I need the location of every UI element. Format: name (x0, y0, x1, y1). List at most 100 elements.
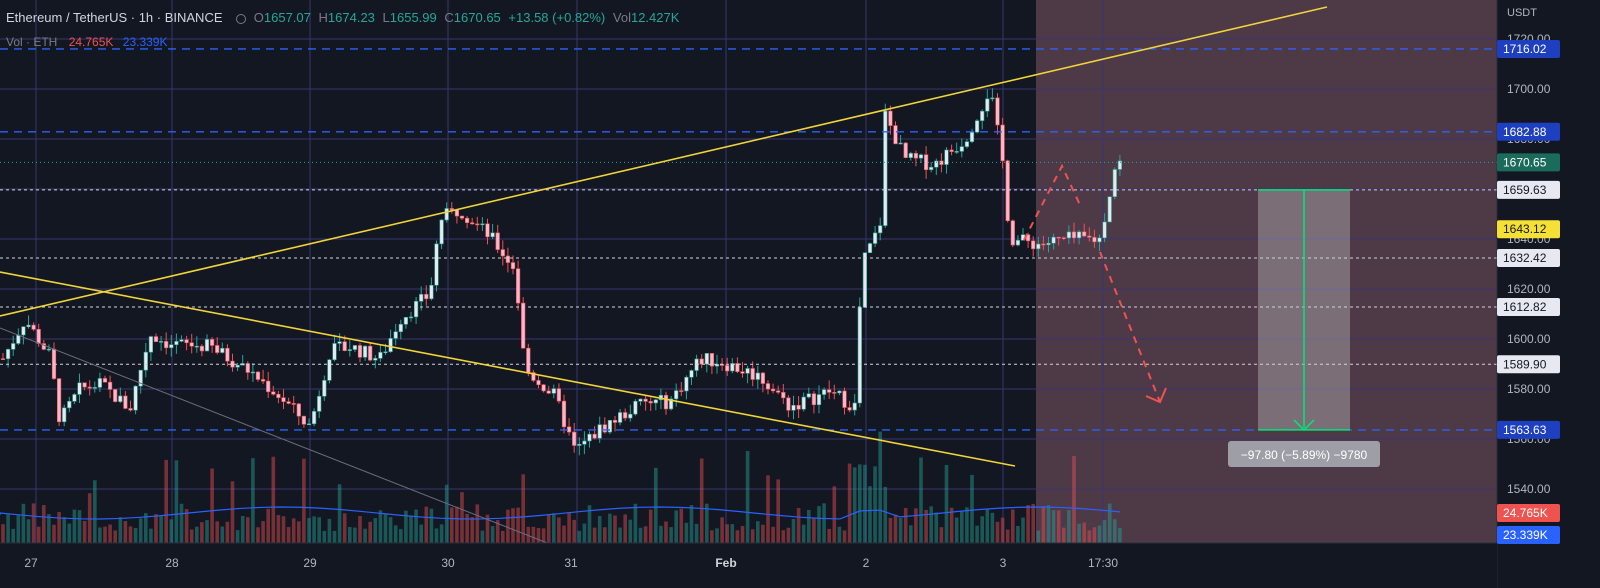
candle-body[interactable] (878, 225, 883, 234)
projection-path-up[interactable] (1023, 163, 1081, 241)
candle-body[interactable] (791, 405, 796, 411)
candle-body[interactable] (296, 403, 301, 417)
candle-body[interactable] (827, 389, 832, 393)
candle-body[interactable] (903, 142, 908, 158)
candle-body[interactable] (1087, 235, 1092, 238)
candle-body[interactable] (709, 353, 714, 367)
candle-body[interactable] (123, 395, 128, 409)
candle-body[interactable] (898, 142, 903, 145)
candle-body[interactable] (990, 97, 995, 100)
price-tag[interactable] (1497, 526, 1560, 544)
candle-body[interactable] (67, 401, 72, 409)
candle-body[interactable] (368, 345, 373, 361)
candle-body[interactable] (408, 316, 414, 319)
candle-body[interactable] (347, 349, 352, 351)
candle-body[interactable] (811, 393, 816, 406)
candle-body[interactable] (444, 208, 449, 221)
candle-body[interactable] (760, 372, 765, 384)
candle-body[interactable] (113, 389, 118, 402)
candle-body[interactable] (179, 339, 184, 342)
candle-body[interactable] (510, 262, 516, 270)
candle-body[interactable] (949, 149, 954, 152)
candle-body[interactable] (536, 380, 541, 386)
candle-body[interactable] (281, 397, 286, 402)
candle-body[interactable] (842, 390, 847, 408)
candle-body[interactable] (393, 331, 398, 339)
candle-body[interactable] (806, 393, 811, 398)
candle-body[interactable] (459, 215, 465, 219)
candle-body[interactable] (857, 307, 862, 404)
candle-body[interactable] (46, 348, 51, 351)
candle-body[interactable] (439, 219, 444, 245)
candle-body[interactable] (526, 347, 531, 373)
candle-body[interactable] (322, 380, 327, 397)
candle-body[interactable] (352, 345, 358, 350)
candle-body[interactable] (342, 341, 347, 351)
candle-body[interactable] (1092, 237, 1097, 243)
candle-body[interactable] (102, 378, 108, 383)
candle-body[interactable] (770, 388, 776, 392)
candle-body[interactable] (653, 399, 658, 404)
candle-body[interactable] (893, 125, 898, 145)
candle-body[interactable] (612, 419, 618, 423)
candle-body[interactable] (199, 345, 205, 352)
candle-body[interactable] (638, 398, 643, 402)
candle-body[interactable] (434, 243, 439, 286)
candle-body[interactable] (551, 388, 556, 394)
candle-body[interactable] (449, 208, 454, 211)
price-tag[interactable] (1497, 420, 1560, 439)
candle-body[interactable] (704, 353, 709, 365)
price-tag[interactable] (1497, 122, 1560, 141)
candle-body[interactable] (413, 300, 419, 318)
candle-body[interactable] (475, 223, 480, 226)
candle-body[interactable] (740, 371, 745, 374)
candle-body[interactable] (985, 98, 990, 112)
candle-body[interactable] (684, 376, 689, 392)
candle-body[interactable] (286, 401, 291, 404)
candle-body[interactable] (765, 383, 771, 390)
visibility-dot-icon[interactable] (236, 13, 247, 24)
candle-body[interactable] (429, 284, 434, 300)
candle-body[interactable] (225, 347, 230, 362)
candle-body[interactable] (786, 397, 791, 411)
candle-body[interactable] (572, 431, 577, 446)
candle-body[interactable] (730, 363, 735, 372)
candle-body[interactable] (184, 339, 189, 344)
candle-body[interactable] (689, 370, 694, 378)
candle-body[interactable] (378, 352, 383, 359)
candle-body[interactable] (908, 153, 913, 158)
candle-body[interactable] (934, 160, 939, 168)
candle-body[interactable] (755, 372, 760, 380)
price-tag[interactable] (1497, 220, 1560, 239)
price-tag[interactable] (1497, 180, 1560, 199)
candle-body[interactable] (995, 97, 1000, 126)
candle-body[interactable] (556, 388, 561, 402)
candle-body[interactable] (424, 294, 429, 300)
candle-body[interactable] (72, 394, 77, 402)
candle-body[interactable] (398, 323, 403, 333)
candle-body[interactable] (1061, 237, 1066, 239)
candle-body[interactable] (1066, 231, 1071, 239)
candle-body[interactable] (883, 110, 888, 226)
candle-body[interactable] (959, 146, 964, 152)
candle-body[interactable] (153, 336, 159, 343)
candle-body[interactable] (388, 338, 393, 353)
candle-body[interactable] (954, 151, 959, 153)
candle-body[interactable] (82, 382, 87, 388)
candle-body[interactable] (62, 407, 67, 423)
candle-body[interactable] (36, 329, 41, 344)
candle-body[interactable] (470, 222, 475, 225)
candle-body[interactable] (913, 153, 918, 159)
candle-body[interactable] (327, 359, 332, 381)
candle-body[interactable] (699, 358, 704, 365)
candle-body[interactable] (220, 347, 225, 353)
candle-body[interactable] (1051, 236, 1056, 244)
candle-body[interactable] (1026, 234, 1031, 242)
candle-body[interactable] (250, 371, 256, 374)
candle-body[interactable] (1071, 231, 1077, 239)
candle-body[interactable] (745, 368, 750, 374)
candle-body[interactable] (1097, 237, 1102, 243)
candle-body[interactable] (832, 392, 837, 394)
projection-path-down[interactable] (1099, 251, 1161, 403)
